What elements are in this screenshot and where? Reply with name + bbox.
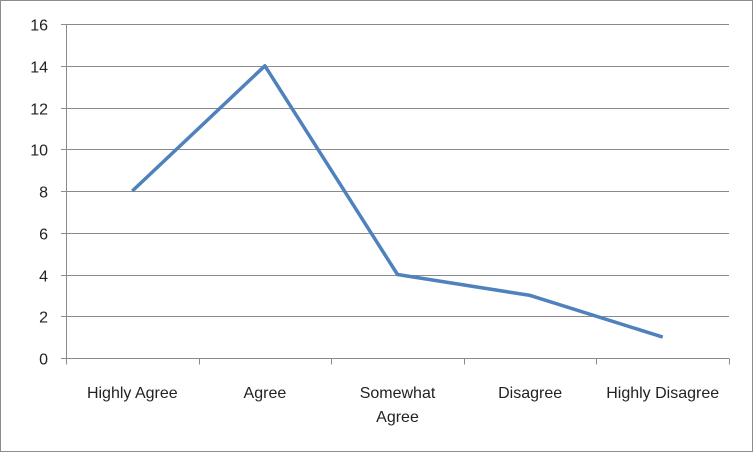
y-tick-label-8: 8 bbox=[39, 185, 48, 202]
y-tick-label-4: 4 bbox=[39, 269, 48, 286]
series-line-0 bbox=[131, 64, 664, 339]
y-tick-label-14: 14 bbox=[30, 60, 48, 77]
y-tick-label-10: 10 bbox=[30, 143, 48, 160]
axes bbox=[61, 24, 730, 365]
x-tick-label-3: Disagree bbox=[498, 385, 562, 402]
y-tick-label-0: 0 bbox=[39, 352, 48, 369]
x-axis-tick-labels: Highly Agree Agree Somewhat Agree Disagree Hi… bbox=[87, 385, 719, 426]
y-tick-label-6: 6 bbox=[39, 227, 48, 244]
y-tick-label-2: 2 bbox=[39, 310, 48, 327]
x-tick-label-2: Somewhat Agree bbox=[360, 385, 436, 426]
series-group bbox=[131, 64, 664, 339]
x-tick-label-4: Highly Disagree bbox=[606, 385, 719, 402]
y-axis-tick-labels: 0 2 4 6 8 10 12 14 16 bbox=[30, 18, 48, 369]
x-tick-label-1: Agree bbox=[244, 385, 287, 402]
x-tick-label-0: Highly Agree bbox=[87, 385, 178, 402]
y-tick-label-16: 16 bbox=[30, 18, 48, 35]
y-tick-label-12: 12 bbox=[30, 102, 48, 119]
